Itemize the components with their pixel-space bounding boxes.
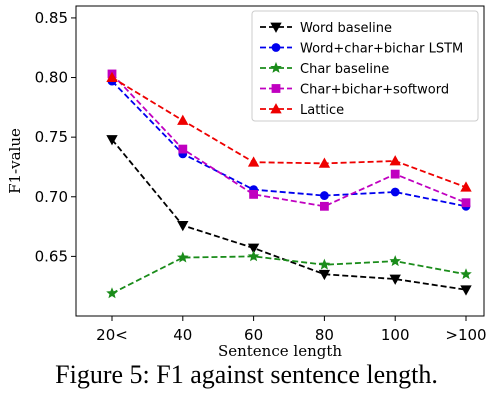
legend-entry: Char+bichar+softword xyxy=(260,83,449,98)
legend-box xyxy=(251,10,479,122)
legend-entry: Lattice xyxy=(260,103,344,118)
legend-label: Lattice xyxy=(300,103,344,118)
series-line xyxy=(111,73,467,208)
data-point xyxy=(318,157,331,168)
legend-label: Char baseline xyxy=(300,62,389,77)
data-point xyxy=(318,269,331,281)
legend: Word baseline Word+char+bichar LSTM Char b… xyxy=(251,10,479,122)
x-axis-ticks: 20< 40 60 80 100 >100 xyxy=(96,316,487,344)
legend-entry: Char baseline xyxy=(260,61,389,77)
data-point xyxy=(460,268,472,280)
legend-marker xyxy=(270,61,282,73)
y-tick-label: 0.70 xyxy=(35,188,68,206)
data-point xyxy=(247,156,260,167)
data-point xyxy=(106,135,118,146)
x-axis-label: Sentence length xyxy=(218,342,342,360)
data-point xyxy=(177,114,189,125)
data-point xyxy=(389,155,401,166)
y-axis-ticks: 0.65 0.70 0.75 0.80 0.85 xyxy=(35,9,76,265)
line-chart: F1-value Sentence length 20< 40 60 80 100 >10… xyxy=(6,5,487,360)
data-point xyxy=(247,243,260,254)
data-point xyxy=(460,181,472,192)
figure-caption: Figure 5: F1 against sentence length. xyxy=(55,360,438,389)
x-tick-label: 40 xyxy=(173,326,192,344)
y-tick-label: 0.65 xyxy=(35,247,68,265)
legend-marker xyxy=(271,43,281,52)
legend-entry: Word baseline xyxy=(260,21,392,36)
data-point xyxy=(319,201,329,211)
legend-marker xyxy=(270,103,282,114)
x-tick-label: 60 xyxy=(244,326,263,344)
data-point xyxy=(319,191,329,200)
data-point xyxy=(318,258,331,270)
data-point xyxy=(247,250,260,262)
y-axis-label: F1-value xyxy=(6,128,24,194)
series-5 xyxy=(106,71,472,192)
series-layer xyxy=(106,69,472,299)
data-point xyxy=(460,285,472,296)
data-point xyxy=(106,287,118,299)
data-point xyxy=(461,198,471,208)
data-point xyxy=(389,274,401,285)
legend-marker xyxy=(270,22,282,33)
data-point xyxy=(390,169,400,179)
legend-label: Word+char+bichar LSTM xyxy=(300,42,463,57)
legend-label: Word baseline xyxy=(300,21,392,36)
y-tick-label: 0.75 xyxy=(35,128,68,146)
data-point xyxy=(178,144,188,154)
x-tick-label: >100 xyxy=(445,326,486,344)
legend-entry: Word+char+bichar LSTM xyxy=(260,42,463,57)
data-point xyxy=(249,189,259,199)
data-point xyxy=(177,220,189,232)
legend-label: Char+bichar+softword xyxy=(300,83,449,98)
series-line xyxy=(111,76,467,189)
x-tick-label: 20< xyxy=(96,326,128,344)
series-3 xyxy=(106,250,472,299)
series-line xyxy=(111,80,467,208)
y-tick-label: 0.80 xyxy=(35,69,68,87)
y-tick-label: 0.85 xyxy=(35,9,68,27)
data-point xyxy=(390,187,400,197)
legend-marker xyxy=(271,84,281,93)
series-1 xyxy=(106,135,472,296)
plot-frame xyxy=(75,5,485,317)
x-tick-label: 100 xyxy=(381,326,410,344)
series-line xyxy=(111,138,467,291)
series-line xyxy=(111,255,467,295)
x-tick-label: 80 xyxy=(315,326,334,344)
data-point xyxy=(389,255,401,267)
data-point xyxy=(177,251,189,263)
data-point xyxy=(106,71,118,82)
